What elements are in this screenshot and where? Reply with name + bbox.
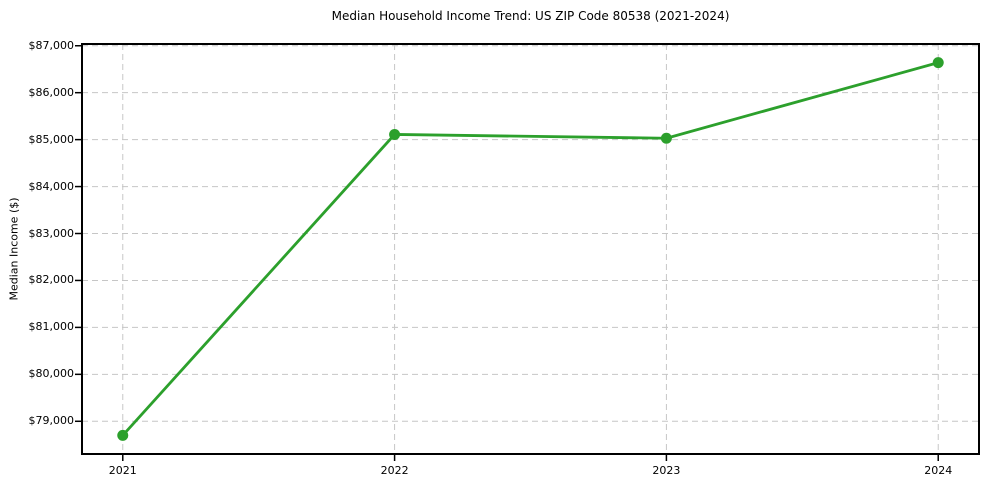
y-tick-label: $86,000	[28, 85, 75, 99]
y-tick-label: $85,000	[28, 132, 75, 146]
x-tick-label: 2022	[380, 464, 409, 477]
y-tick-label: $79,000	[28, 414, 75, 428]
y-tick-label: $82,000	[28, 273, 75, 287]
y-tick-label: $87,000	[28, 38, 75, 52]
data-point-marker	[932, 57, 944, 69]
y-tick-label: $81,000	[28, 320, 75, 334]
y-tick-label: $80,000	[28, 367, 75, 381]
data-point-marker	[389, 128, 401, 140]
y-tick-label: $84,000	[28, 179, 75, 193]
y-tick-label: $83,000	[28, 226, 75, 240]
plot-border	[81, 43, 980, 455]
x-tick-label: 2024	[924, 464, 953, 477]
chart-title: Median Household Income Trend: US ZIP Co…	[331, 9, 730, 23]
data-point-marker	[117, 429, 129, 441]
x-tick-label: 2021	[108, 464, 137, 477]
data-line	[121, 61, 940, 437]
x-tick-label: 2023	[652, 464, 681, 477]
data-point-marker	[660, 132, 672, 144]
